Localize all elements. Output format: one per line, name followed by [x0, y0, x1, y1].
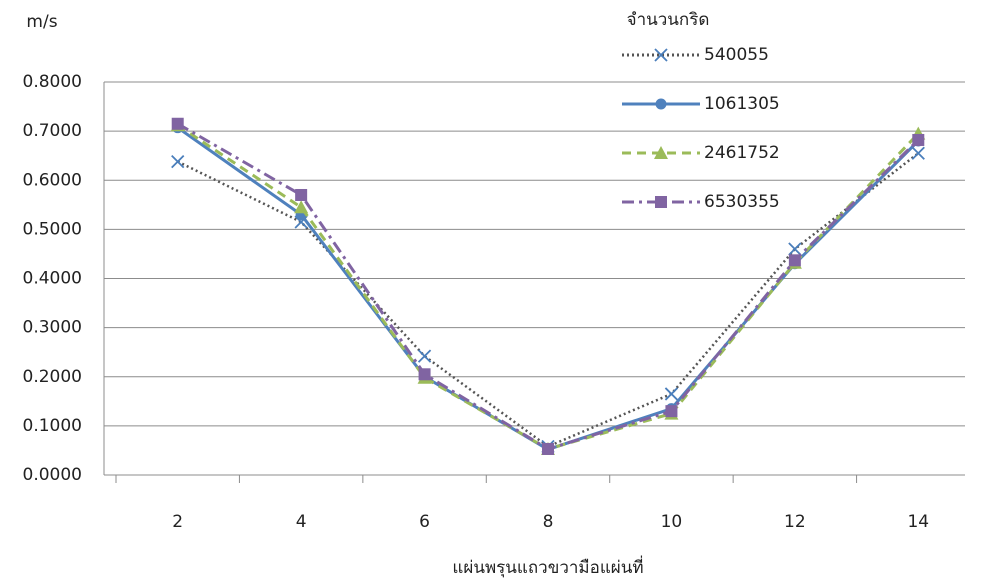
- marker: [294, 200, 309, 214]
- y-tick-label: 0.3000: [23, 318, 82, 338]
- x-tick-label: 14: [907, 512, 929, 532]
- y-tick-label: 0.2000: [23, 367, 82, 387]
- legend-marker: [654, 146, 668, 159]
- marker: [295, 188, 308, 201]
- marker: [417, 349, 432, 363]
- x-tick-label: 4: [296, 512, 307, 532]
- marker: [171, 117, 184, 130]
- y-tick-label: 0.0000: [23, 465, 82, 485]
- series-line: [176, 126, 920, 452]
- legend-label: 540055: [704, 45, 769, 65]
- y-tick-label: 0.1000: [23, 416, 82, 436]
- marker: [788, 242, 802, 256]
- y-tick-label: 0.5000: [23, 219, 82, 239]
- marker: [171, 154, 185, 169]
- marker: [912, 133, 925, 146]
- marker: [788, 254, 801, 267]
- legend-title: จำนวนกริด: [627, 10, 710, 30]
- series-line: [177, 152, 920, 448]
- legend-label: 6530355: [704, 192, 780, 212]
- marker: [911, 146, 925, 160]
- legend-label: 1061305: [704, 94, 780, 114]
- legend-marker: [655, 196, 667, 208]
- x-axis-label: แผ่นพรุนแถวขวามือแผ่นที่: [452, 555, 643, 578]
- x-tick-label: 6: [419, 512, 430, 532]
- y-tick-label: 0.4000: [23, 269, 82, 289]
- series-line: [176, 123, 920, 451]
- x-tick-label: 8: [543, 512, 554, 532]
- series-line: [176, 122, 920, 451]
- legend-marker: [655, 98, 667, 110]
- x-tick-label: 12: [784, 512, 806, 532]
- y-tick-label: 0.6000: [23, 170, 82, 190]
- y-axis-label: m/s: [26, 12, 57, 32]
- marker: [664, 387, 679, 401]
- x-tick-label: 2: [172, 512, 183, 532]
- y-tick-label: 0.7000: [23, 121, 82, 141]
- marker: [665, 405, 678, 418]
- legend-label: 2461752: [704, 143, 780, 163]
- x-tick-label: 10: [661, 512, 683, 532]
- legend-marker: [654, 48, 668, 62]
- y-tick-label: 0.8000: [23, 72, 82, 92]
- marker: [542, 442, 554, 455]
- marker: [418, 368, 431, 381]
